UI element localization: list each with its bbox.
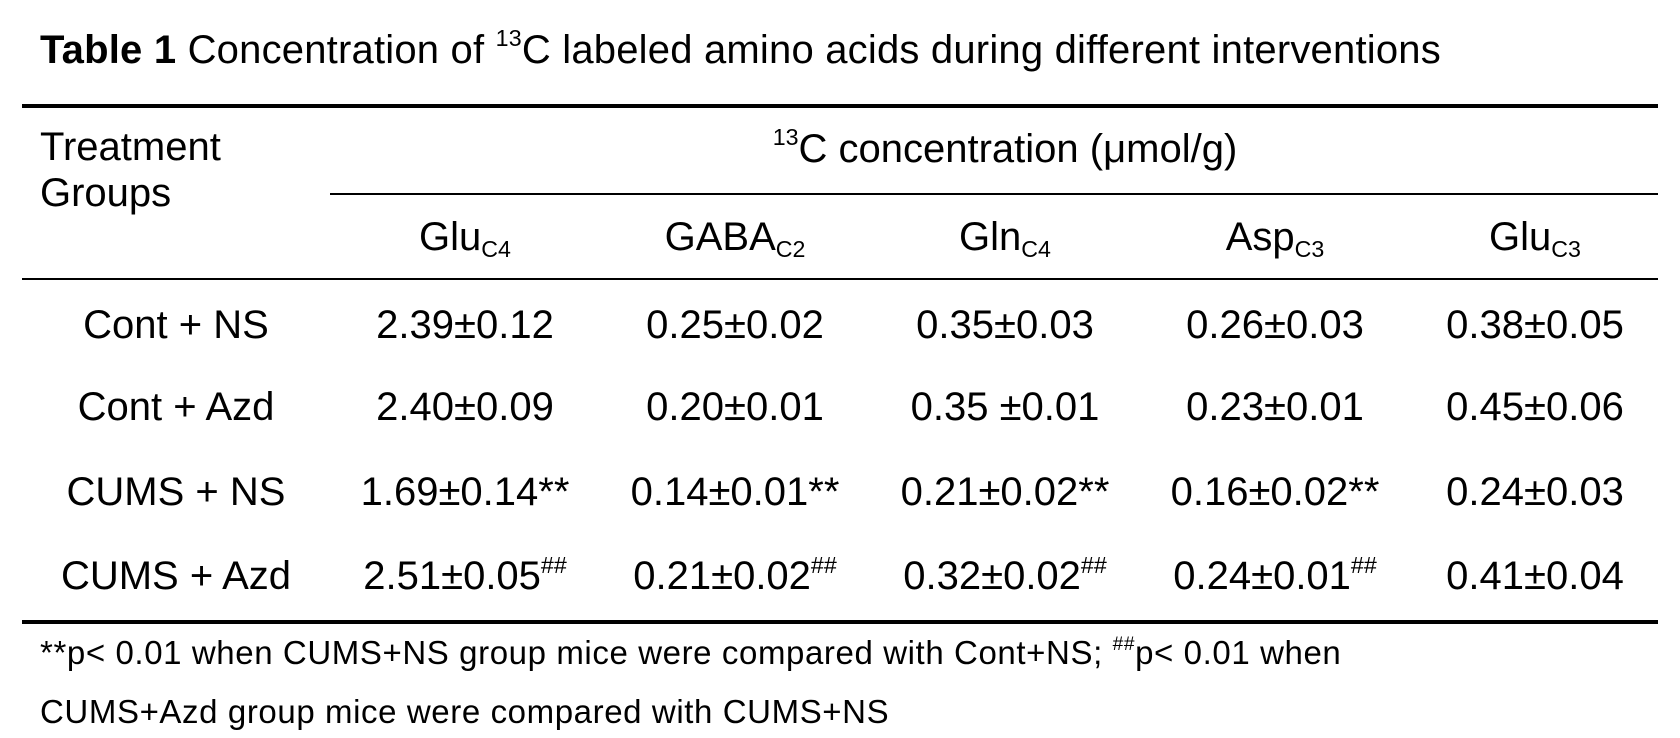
- concentration-header: 13C concentration (μmol/g): [700, 123, 1310, 177]
- table-cell: 0.21±0.02##: [600, 551, 870, 606]
- table-cell: 2.39±0.12: [330, 300, 600, 350]
- group-header-line1: Treatment: [40, 125, 221, 169]
- significance-mark: ##: [1350, 551, 1377, 578]
- group-header: Treatment Groups: [40, 124, 221, 216]
- cell-value: 1.69±0.14**: [360, 470, 570, 514]
- table-cell: 0.14±0.01**: [600, 467, 870, 517]
- column-header: GluC3: [1489, 215, 1581, 262]
- cell-value: 0.25±0.02: [646, 303, 824, 347]
- cell-value: 0.41±0.04: [1446, 554, 1624, 598]
- cell-value: 0.20±0.01: [646, 385, 824, 429]
- top-rule: [22, 104, 1658, 108]
- cell-value: 0.16±0.02**: [1170, 470, 1380, 514]
- header-sub-rule: [330, 193, 1658, 195]
- table-cell: 0.24±0.03: [1410, 467, 1660, 517]
- cell-value: 0.35 ±0.01: [910, 385, 1100, 429]
- cell-value: 0.32±0.02: [903, 554, 1081, 598]
- column-header: GABAC2: [664, 215, 806, 262]
- row-group-label: Cont + Azd: [77, 385, 275, 429]
- table-cell: 0.32±0.02##: [870, 551, 1140, 606]
- title-text: Concentration of: [187, 28, 485, 72]
- cell-value: 2.51±0.05: [363, 554, 541, 598]
- table-cell: 0.20±0.01: [600, 382, 870, 432]
- table-cell: 2.40±0.09: [330, 382, 600, 432]
- cell-value: 0.21±0.02**: [900, 470, 1110, 514]
- table-cell: 0.35 ±0.01: [870, 382, 1140, 432]
- footnote: **p< 0.01 when CUMS+NS group mice were c…: [40, 626, 1341, 738]
- table-cell: 0.38±0.05: [1410, 300, 1660, 350]
- row-group-label: CUMS + Azd: [60, 554, 292, 598]
- significance-mark: ##: [1080, 551, 1107, 578]
- table-number: Table 1: [40, 28, 177, 72]
- table-cell: 0.45±0.06: [1410, 382, 1660, 432]
- title-superscript: 13: [495, 24, 522, 51]
- row-group-label: Cont + NS: [83, 303, 269, 347]
- significance-mark: ##: [810, 551, 837, 578]
- table-cell: 0.21±0.02**: [870, 467, 1140, 517]
- table-cell: 0.25±0.02: [600, 300, 870, 350]
- cell-value: 0.26±0.03: [1186, 303, 1364, 347]
- table-title: Table 1 Concentration of 13C labeled ami…: [40, 22, 1441, 83]
- cell-value: 0.38±0.05: [1446, 303, 1624, 347]
- conc-text: C concentration (μmol/g): [798, 127, 1238, 171]
- table-cell: 0.35±0.03: [870, 300, 1140, 350]
- bottom-rule: [22, 620, 1658, 624]
- significance-mark: ##: [540, 551, 567, 578]
- cell-value: 0.45±0.06: [1446, 385, 1624, 429]
- title-rest: C labeled amino acids during different i…: [521, 28, 1441, 72]
- table-cell: 0.24±0.01##: [1140, 551, 1410, 606]
- cell-value: 0.14±0.01**: [630, 470, 840, 514]
- row-group-label: CUMS + NS: [66, 470, 286, 514]
- cell-value: 0.24±0.01: [1173, 554, 1351, 598]
- cell-value: 2.40±0.09: [376, 385, 554, 429]
- table-cell: 2.51±0.05##: [330, 551, 600, 606]
- conc-superscript: 13: [772, 123, 799, 150]
- column-header: AspC3: [1225, 215, 1325, 262]
- table-cell: 0.23±0.01: [1140, 382, 1410, 432]
- column-header: GluC4: [419, 215, 511, 262]
- cell-value: 0.24±0.03: [1446, 470, 1624, 514]
- cell-value: 0.35±0.03: [916, 303, 1094, 347]
- table-cell: 0.41±0.04: [1410, 551, 1660, 601]
- column-header: GlnC4: [959, 215, 1051, 262]
- table-cell: 0.26±0.03: [1140, 300, 1410, 350]
- group-header-line2: Groups: [40, 171, 172, 215]
- cell-value: 0.21±0.02: [633, 554, 811, 598]
- table-cell: 1.69±0.14**: [330, 467, 600, 517]
- table-cell: 0.16±0.02**: [1140, 467, 1410, 517]
- cell-value: 2.39±0.12: [376, 303, 554, 347]
- footnote-line1: **p< 0.01 when CUMS+NS group mice were c…: [40, 633, 1342, 671]
- footnote-line2: CUMS+Azd group mice were compared with C…: [40, 693, 890, 730]
- header-bottom-rule: [22, 278, 1658, 280]
- cell-value: 0.23±0.01: [1186, 385, 1364, 429]
